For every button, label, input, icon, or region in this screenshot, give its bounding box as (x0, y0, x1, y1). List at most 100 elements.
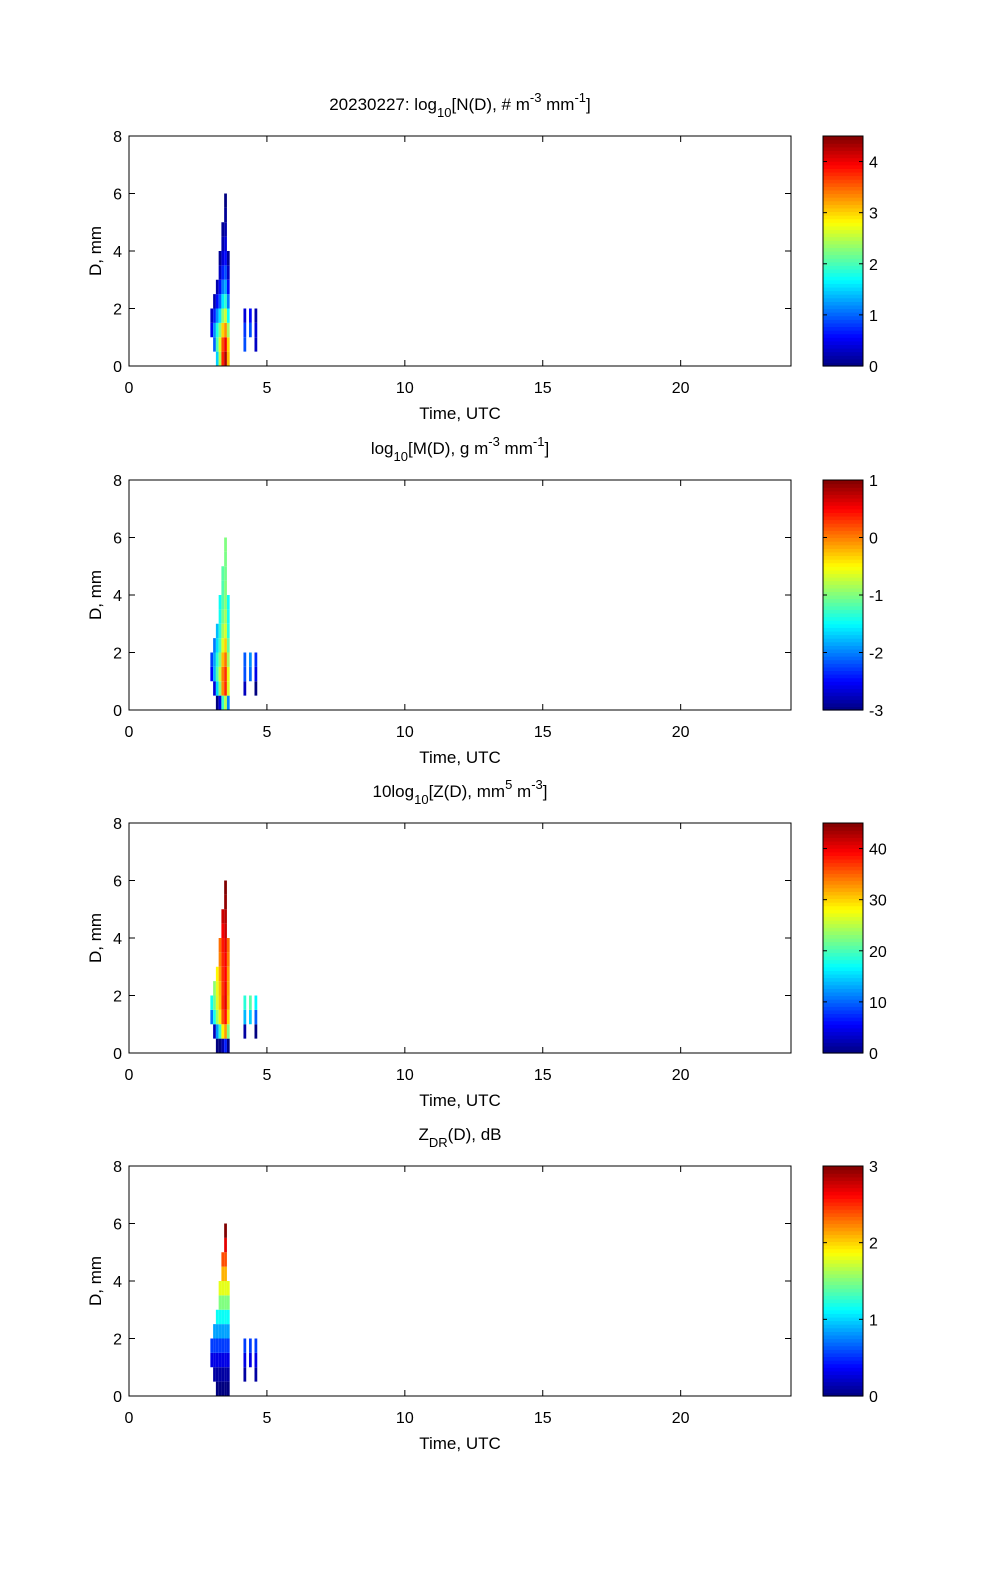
colorbar-segment (823, 243, 863, 249)
colorbar-segment (823, 233, 863, 238)
y-tick-label: 2 (113, 1332, 122, 1349)
heatmap-cell (218, 1309, 222, 1325)
colorbar-segment (823, 218, 863, 223)
colorbar-segment (823, 1013, 863, 1018)
heatmap-cell (224, 1352, 227, 1368)
colorbar-segment (823, 559, 863, 564)
x-tick-label: 10 (396, 724, 414, 741)
colorbar-tick-label: 10 (869, 995, 887, 1012)
colorbar-segment (823, 1306, 863, 1311)
y-tick-label: 4 (113, 1274, 122, 1291)
colorbar-segment (823, 1252, 863, 1257)
colorbar-segment (823, 186, 863, 191)
colorbar-segment (823, 837, 863, 842)
heatmap-cell (226, 294, 230, 309)
heatmap-cell (226, 995, 230, 1010)
heatmap-cell (243, 995, 247, 1010)
colorbar-segment (823, 215, 863, 220)
heatmap-cell (254, 681, 258, 696)
heatmap-cell (221, 1367, 225, 1382)
colorbar-segment (823, 648, 863, 654)
colorbar-segment (823, 938, 863, 943)
x-tick-label: 20 (672, 380, 690, 397)
heatmap-cell (254, 1352, 258, 1368)
colorbar-segment (823, 602, 863, 607)
colorbar-segment (823, 1198, 863, 1203)
colorbar-segment (823, 598, 863, 603)
heatmap-cell (215, 322, 219, 338)
title-part: Z (418, 1125, 428, 1144)
heatmap-cell (215, 1009, 219, 1025)
colorbar-segment (823, 959, 863, 964)
heatmap-cell (221, 1266, 225, 1281)
heatmap-cell (224, 981, 227, 996)
y-tick-label: 0 (113, 1389, 122, 1406)
heatmap-cell (248, 322, 252, 338)
colorbar-segment (823, 301, 863, 306)
heatmap-cell (254, 308, 258, 323)
heatmap-cell (221, 337, 225, 352)
heatmap-cell (226, 1295, 230, 1310)
heatmap-cell (226, 1281, 230, 1296)
colorbar-segment (823, 645, 863, 650)
colorbar-segment (823, 494, 863, 499)
colorbar-segment (823, 526, 863, 531)
heatmap-cell (224, 695, 227, 710)
colorbar-segment (823, 1209, 863, 1214)
heatmap-cell (224, 1252, 227, 1267)
colorbar-segment (823, 999, 863, 1004)
colorbar-segment (823, 833, 863, 838)
colorbar-segment (823, 290, 863, 295)
colorbar-segment (823, 515, 863, 521)
colorbar-segment (823, 1291, 863, 1296)
y-tick-label: 6 (113, 1217, 122, 1234)
colorbar-segment (823, 200, 863, 205)
colorbar-segment (823, 688, 863, 693)
colorbar-segment (823, 884, 863, 889)
colorbar-segment (823, 1352, 863, 1358)
colorbar-segment (823, 562, 863, 567)
colorbar-segment (823, 1191, 863, 1196)
colorbar-box (822, 822, 864, 1054)
colorbar-segment (823, 1237, 863, 1243)
colorbar-segment (823, 319, 863, 324)
heatmap-cell (224, 1338, 227, 1353)
heatmap-cell (218, 638, 222, 653)
heatmap-cell (215, 995, 219, 1010)
colorbar-segment (823, 891, 863, 896)
plot-area (129, 136, 791, 366)
heatmap-cell (221, 1352, 225, 1368)
heatmap-cell (218, 308, 222, 323)
heatmap-cell (218, 251, 222, 266)
colorbar-segment (823, 279, 863, 284)
colorbar-segment (823, 1392, 863, 1397)
colorbar-segment (823, 258, 863, 263)
colorbar-segment (823, 355, 863, 360)
colorbar-segment (823, 1334, 863, 1340)
heatmap-cell (221, 265, 225, 280)
title-part: 10 (394, 449, 408, 464)
heatmap-cell (226, 638, 230, 653)
heatmap-cell (221, 279, 225, 295)
heatmap-cell (215, 1367, 219, 1382)
colorbar-segment (823, 247, 863, 252)
colorbar-segment (823, 1367, 863, 1372)
colorbar-segment (823, 848, 863, 853)
colorbar-segment (823, 984, 863, 989)
colorbar-segment (823, 699, 863, 704)
colorbar-segment (823, 1187, 863, 1192)
colorbar-segment (823, 674, 863, 679)
heatmap-cell (210, 322, 214, 338)
colorbar-segment (823, 136, 863, 141)
heatmap-cell (226, 1381, 230, 1396)
colorbar-segment (823, 692, 863, 697)
title-part: mm (500, 439, 533, 458)
heatmap-cell (215, 695, 219, 710)
colorbar-segment (823, 1201, 863, 1207)
heatmap-cell (224, 938, 227, 953)
colorbar-segment (823, 544, 863, 549)
colorbar-segment (823, 1006, 863, 1011)
heatmap-cell (248, 652, 252, 667)
colorbar-segment (823, 297, 863, 302)
colorbar-segment (823, 1327, 863, 1332)
